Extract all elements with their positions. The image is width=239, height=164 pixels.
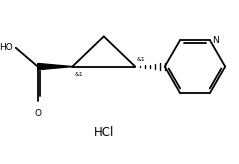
Text: N: N bbox=[212, 36, 219, 45]
Text: &1: &1 bbox=[137, 57, 146, 62]
Text: HCl: HCl bbox=[94, 125, 114, 139]
Text: HO: HO bbox=[0, 43, 13, 52]
Text: O: O bbox=[34, 109, 41, 118]
Polygon shape bbox=[38, 63, 72, 70]
Text: &1: &1 bbox=[75, 72, 84, 77]
